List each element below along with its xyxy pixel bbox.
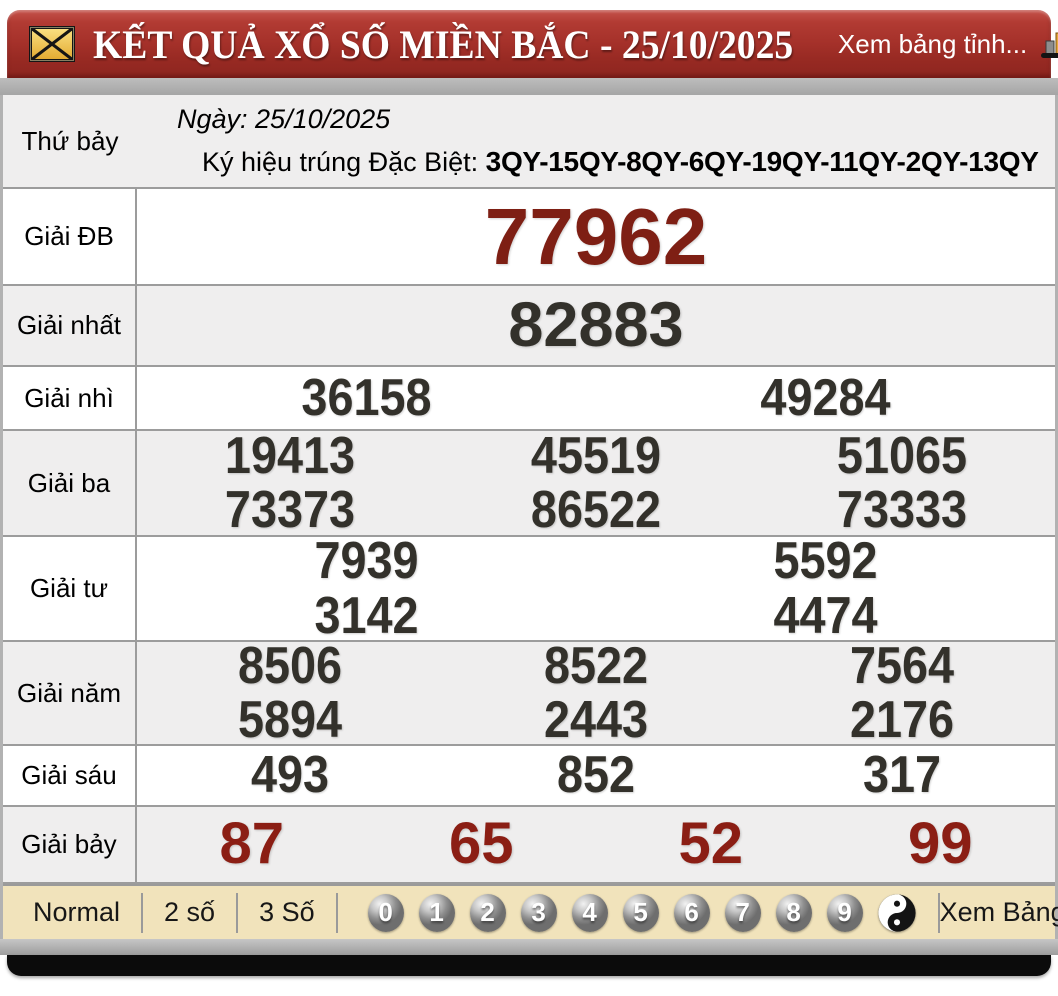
bottom-black-bar	[7, 955, 1051, 976]
prize-number: 49284	[760, 368, 891, 427]
prize-number: 19413	[224, 426, 356, 485]
prize-label: Giải nhì	[3, 367, 137, 429]
prize-row-third: Giải ba 19413 45519 51065 73373 86522 73…	[3, 426, 1055, 539]
prize-number: 65	[448, 811, 514, 877]
mode-normal-button[interactable]: Normal	[33, 897, 121, 927]
envelope-icon	[29, 26, 75, 62]
prize-number: 8522	[543, 636, 649, 695]
prize-number: 52	[678, 811, 743, 877]
prize-label: Giải ba	[3, 431, 137, 535]
prize-number: 2176	[849, 691, 955, 749]
bar-chart-icon[interactable]	[1039, 29, 1058, 59]
prize-row-first: Giải nhất 82883	[3, 286, 1055, 367]
digit-ball-8[interactable]: 8	[775, 893, 812, 932]
loto-toolbar: Normal 2 số 3 Số 0 1 2 3 4 5 6 7 8 9	[3, 884, 1058, 939]
prize-label: Giải ĐB	[3, 189, 137, 284]
digit-ball-5[interactable]: 5	[622, 893, 659, 932]
bottom-gray-band	[0, 939, 1058, 955]
page-title: KẾT QUẢ XỔ SỐ MIỀN BẮC - 25/10/2025	[93, 21, 794, 67]
prize-row-second: Giải nhì 36158 49284	[3, 367, 1055, 431]
prize-number: 4474	[773, 586, 878, 645]
prize-label: Giải năm	[3, 642, 137, 744]
prize-number: 73373	[224, 481, 356, 539]
prize-number: 36158	[301, 368, 432, 427]
weekday-label: Thứ bảy	[21, 125, 119, 156]
prize-number: 2443	[543, 691, 649, 749]
special-symbol-label: Ký hiệu trúng Đặc Biệt:	[202, 147, 479, 177]
prize-label: Giải sáu	[3, 746, 137, 805]
prize-number: 493	[250, 746, 330, 805]
prize-number: 7939	[314, 532, 419, 591]
view-loto-table-link[interactable]: Xem Bảng Loto	[939, 897, 1058, 927]
separator	[236, 892, 239, 933]
province-table-link[interactable]: Xem bảng tỉnh...	[837, 28, 1028, 59]
prize-row-fourth: Giải tư 7939 5592 3142 4474	[3, 532, 1055, 645]
prize-number: 852	[556, 746, 636, 805]
special-symbol-line: Ký hiệu trúng Đặc Biệt: 3QY-15QY-8QY-6QY…	[177, 146, 1055, 178]
yin-yang-icon[interactable]	[877, 893, 916, 932]
draw-info: Ngày: 25/10/2025 Ký hiệu trúng Đặc Biệt:…	[137, 95, 1055, 187]
prize-number: 86522	[530, 481, 662, 539]
prize-row-seventh: Giải bảy 87 65 52 99	[3, 807, 1055, 884]
digit-ball-7[interactable]: 7	[724, 893, 761, 932]
digit-ball-1[interactable]: 1	[418, 893, 455, 932]
digit-ball-2[interactable]: 2	[469, 893, 506, 932]
draw-info-row: Thứ bảy Ngày: 25/10/2025 Ký hiệu trúng Đ…	[3, 95, 1055, 189]
prize-row-sixth: Giải sáu 493 852 317	[3, 746, 1055, 807]
digit-ball-9[interactable]: 9	[826, 893, 863, 932]
special-symbol-value: 3QY-15QY-8QY-6QY-19QY-11QY-2QY-13QY	[485, 146, 1039, 177]
digit-ball-4[interactable]: 4	[571, 893, 608, 932]
prize-number: 3142	[314, 586, 419, 645]
prize-number: 7564	[849, 636, 955, 695]
separator	[335, 892, 338, 933]
prize-number: 99	[907, 811, 973, 877]
prize-number: 8506	[237, 636, 343, 695]
mode-3so-button[interactable]: 3 Số	[259, 897, 315, 927]
digit-ball-3[interactable]: 3	[520, 893, 557, 932]
title-bar: KẾT QUẢ XỔ SỐ MIỀN BẮC - 25/10/2025 Xem …	[7, 10, 1058, 78]
prize-number: 77962	[484, 191, 708, 281]
prize-row-special: Giải ĐB 77962	[3, 189, 1055, 286]
prize-label: Giải tư	[3, 537, 137, 640]
digit-ball-0[interactable]: 0	[367, 893, 404, 932]
prize-label: Giải bảy	[3, 807, 137, 882]
prize-number: 5894	[237, 691, 343, 749]
prize-label: Giải nhất	[3, 286, 137, 365]
results-table: Thứ bảy Ngày: 25/10/2025 Ký hiệu trúng Đ…	[0, 95, 1058, 939]
separator	[141, 892, 144, 933]
digit-ball-strip: 0 1 2 3 4 5 6 7 8 9	[367, 893, 916, 932]
prize-number: 317	[862, 746, 942, 805]
draw-date: Ngày: 25/10/2025	[177, 104, 391, 134]
digit-ball-6[interactable]: 6	[673, 893, 710, 932]
top-gray-band	[0, 78, 1058, 95]
prize-number: 51065	[836, 426, 968, 485]
prize-number: 87	[219, 811, 284, 877]
prize-number: 5592	[773, 532, 878, 591]
mode-2so-button[interactable]: 2 số	[164, 897, 216, 927]
prize-row-fifth: Giải năm 8506 8522 7564 5894 2443 2176	[3, 636, 1055, 749]
prize-number: 45519	[530, 426, 662, 485]
separator	[937, 892, 940, 933]
lottery-widget: KẾT QUẢ XỔ SỐ MIỀN BẮC - 25/10/2025 Xem …	[0, 10, 1058, 976]
prize-number: 82883	[508, 289, 684, 360]
prize-number: 73333	[836, 481, 968, 539]
